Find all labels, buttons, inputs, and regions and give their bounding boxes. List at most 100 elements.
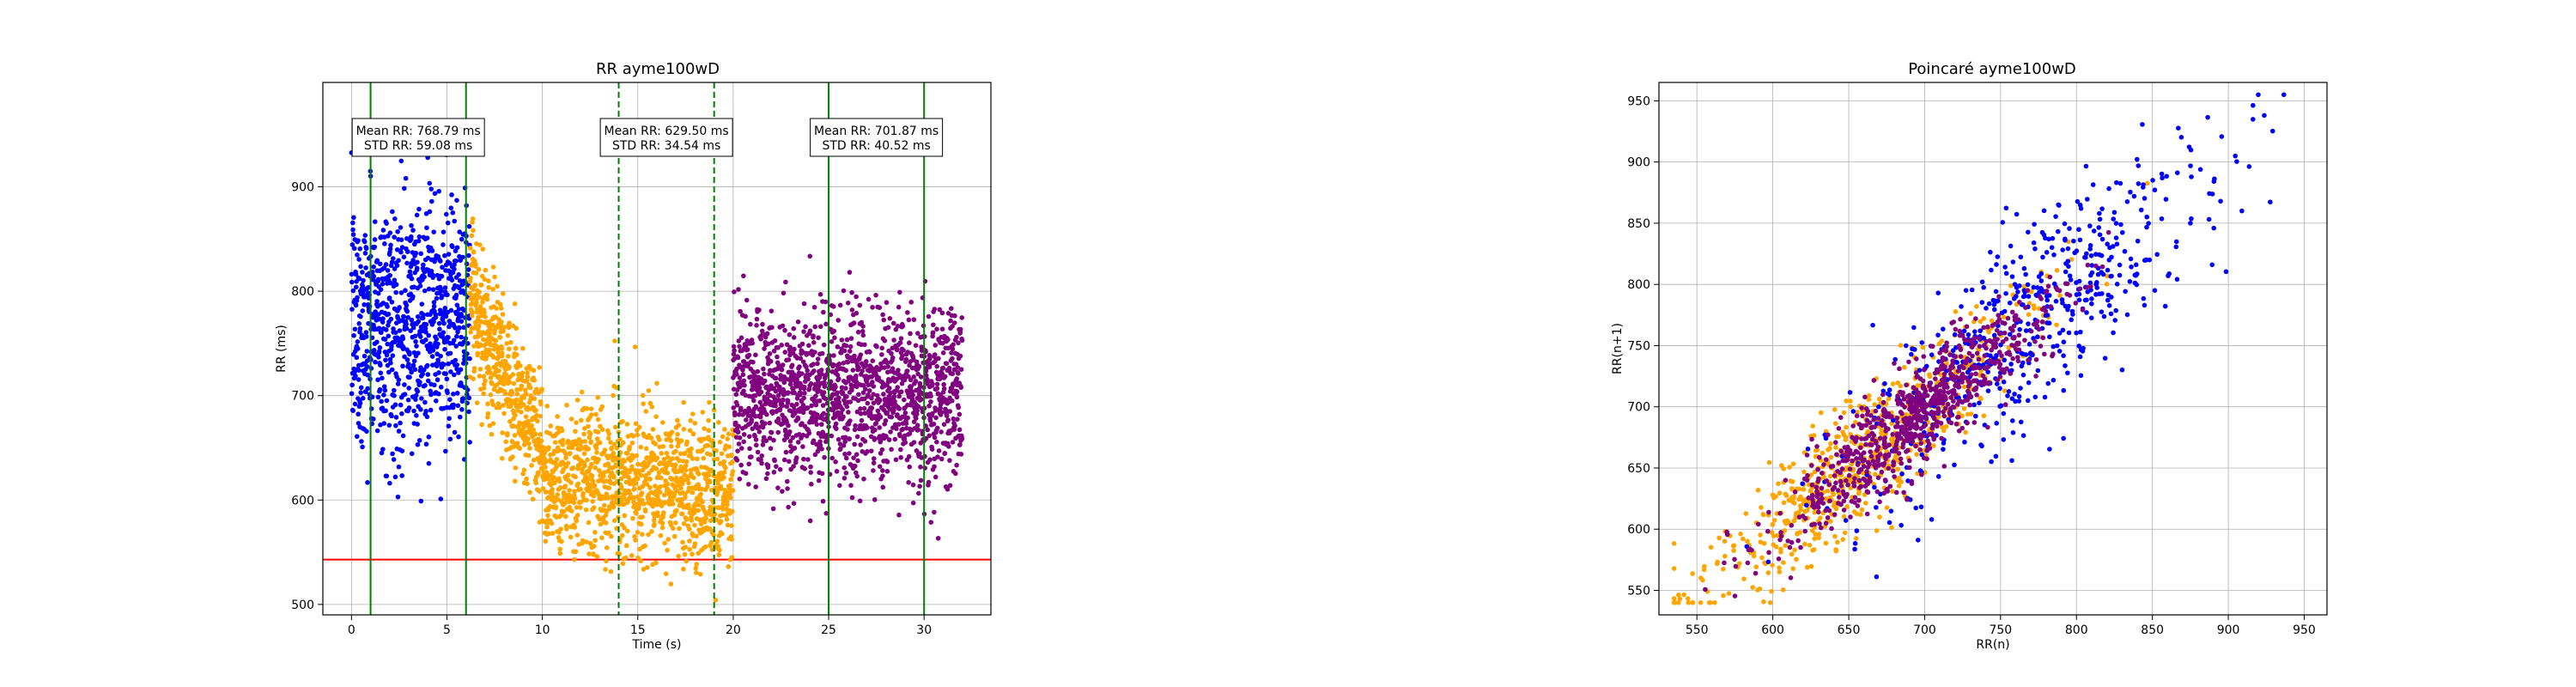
rr-point	[392, 277, 398, 283]
rr-point	[365, 386, 370, 392]
rr-point	[771, 437, 776, 443]
rr-point	[501, 328, 506, 334]
rr-point	[653, 414, 659, 419]
rr-point	[429, 198, 434, 204]
rr-point	[491, 355, 496, 360]
rr-point	[561, 509, 567, 514]
rr-point	[947, 483, 953, 489]
poincare-point	[1854, 511, 1860, 517]
poincare-point	[1753, 564, 1759, 569]
rr-point	[504, 341, 509, 346]
rr-point	[741, 378, 747, 384]
rr-point	[521, 442, 527, 447]
rr-point	[760, 321, 765, 327]
rr-point	[931, 322, 936, 328]
rr-point	[355, 377, 361, 382]
rr-point	[415, 259, 420, 265]
rr-point	[521, 395, 527, 400]
rr-point	[484, 292, 490, 298]
rr-point	[879, 345, 884, 351]
rr-point	[355, 295, 360, 301]
rr-point	[932, 435, 938, 441]
poincare-point	[1862, 501, 1868, 506]
rr-point	[433, 314, 439, 320]
rr-point	[860, 368, 865, 374]
rr-point	[720, 531, 725, 537]
poincare-point	[1882, 380, 1887, 386]
poincare-point	[1877, 514, 1882, 520]
rr-point	[507, 418, 513, 424]
rr-point	[477, 295, 483, 300]
poincare-point	[1731, 548, 1736, 553]
poincare-point	[1808, 563, 1814, 569]
rr-point	[377, 261, 383, 267]
rr-point	[822, 383, 828, 388]
rr-x-tick-label: 10	[535, 623, 550, 637]
rr-point	[396, 258, 401, 264]
rr-point	[651, 517, 657, 523]
rr-point	[527, 489, 532, 495]
rr-point	[466, 409, 471, 415]
rr-point	[482, 277, 488, 283]
rr-point	[787, 331, 793, 337]
rr-point	[817, 292, 823, 297]
rr-point	[754, 323, 759, 328]
rr-point	[599, 535, 605, 540]
rr-point	[845, 301, 851, 306]
rr-point	[447, 416, 452, 422]
rr-point	[455, 403, 461, 409]
rr-point	[376, 325, 382, 331]
poincare-point	[2111, 210, 2117, 216]
rr-point	[837, 302, 843, 308]
rr-point	[512, 433, 518, 438]
rr-point	[762, 371, 767, 377]
rr-point	[510, 454, 515, 459]
rr-point	[639, 497, 645, 503]
rr-point	[392, 234, 397, 240]
rr-point	[364, 349, 370, 354]
rr-point	[759, 460, 764, 466]
rr-point	[792, 346, 797, 352]
rr-point	[940, 365, 946, 371]
poincare-point	[1792, 547, 1797, 553]
poincare-point	[1827, 473, 1833, 479]
poincare-point	[1760, 512, 1766, 518]
rr-point	[696, 508, 701, 514]
poincare-point	[1991, 332, 1997, 338]
rr-point	[661, 492, 667, 498]
poincare-point	[2001, 410, 2007, 416]
poincare-point	[1771, 533, 1777, 538]
rr-point	[453, 344, 459, 349]
rr-point	[950, 440, 956, 445]
rr-point	[604, 478, 609, 483]
rr-point	[355, 339, 361, 344]
rr-point	[513, 352, 519, 357]
rr-point	[730, 459, 735, 465]
rr-point	[602, 447, 608, 453]
rr-point	[959, 436, 965, 441]
rr-point	[414, 413, 419, 418]
rr-point	[911, 317, 917, 323]
rr-point	[759, 453, 764, 459]
rr-point	[591, 544, 597, 549]
rr-point	[801, 456, 806, 462]
rr-point	[854, 473, 860, 479]
rr-point	[910, 482, 916, 488]
rr-point	[724, 517, 730, 522]
rr-point	[592, 538, 598, 544]
rr-point	[454, 198, 459, 204]
poincare-point	[2128, 256, 2134, 262]
poincare-point	[2112, 318, 2117, 323]
rr-point	[447, 397, 453, 403]
rr-point	[815, 356, 821, 362]
rr-point	[523, 391, 529, 397]
rr-point	[450, 210, 456, 216]
rr-point	[816, 335, 821, 341]
rr-point	[801, 384, 807, 390]
rr-point	[434, 295, 440, 301]
rr-point	[501, 410, 507, 416]
rr-point	[896, 422, 902, 427]
rr-point	[601, 502, 607, 508]
rr-point	[867, 350, 872, 355]
